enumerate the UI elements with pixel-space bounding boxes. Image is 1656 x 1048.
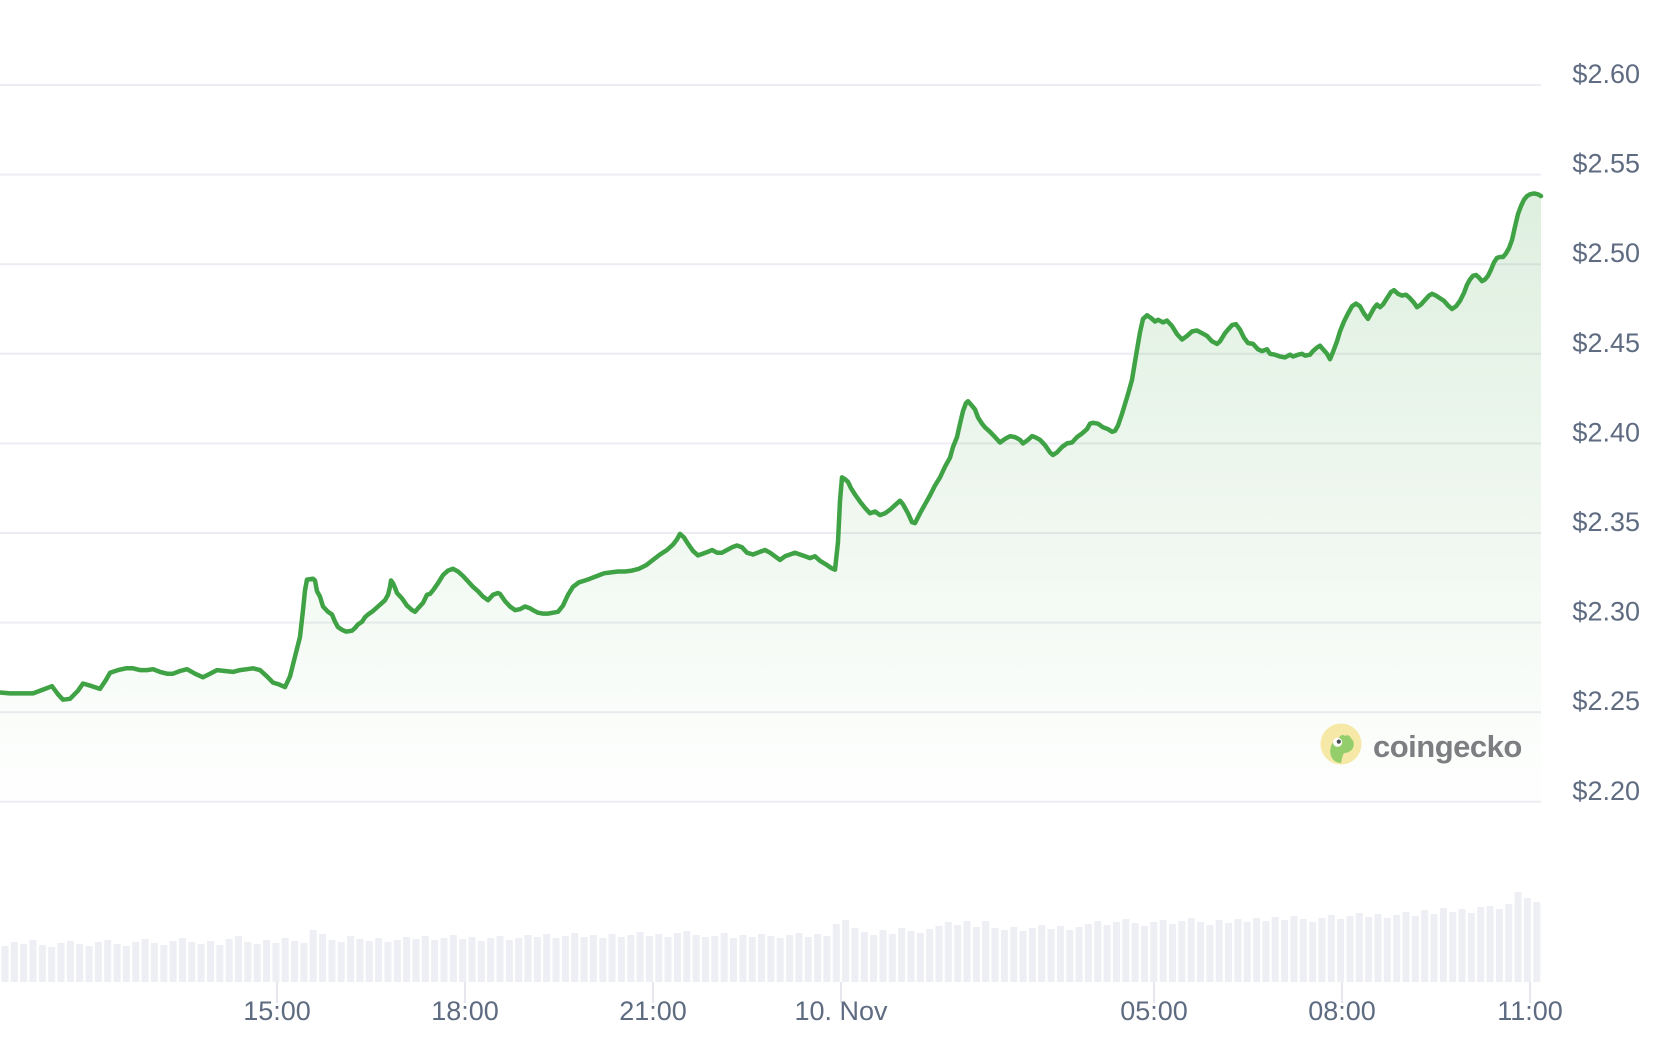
- y-axis-label-$2.30: $2.30: [1572, 597, 1640, 627]
- x-axis-label-18:00: 18:00: [431, 996, 499, 1026]
- x-axis-label-10. Nov: 10. Nov: [794, 996, 888, 1026]
- price-line: [0, 191, 1544, 702]
- y-axis-label-$2.20: $2.20: [1572, 776, 1640, 806]
- coingecko-watermark: coingecko: [1320, 723, 1522, 770]
- y-axis-label-$2.60: $2.60: [1572, 59, 1640, 89]
- x-axis-label-11:00: 11:00: [1497, 996, 1563, 1026]
- coingecko-logo-icon: [1320, 723, 1362, 770]
- x-axis-label-15:00: 15:00: [243, 996, 311, 1026]
- y-axis-label-$2.55: $2.55: [1572, 149, 1640, 179]
- price-area-fill: [0, 193, 1541, 980]
- y-axis-labels: $2.60 $2.55 $2.50 $2.45 $2.40 $2.35 $2.30 $2.25…: [1572, 59, 1640, 806]
- y-axis-label-$2.40: $2.40: [1572, 417, 1640, 447]
- y-axis-label-$2.35: $2.35: [1572, 507, 1640, 537]
- coingecko-watermark-text: coingecko: [1373, 728, 1522, 764]
- y-axis-label-$2.50: $2.50: [1572, 238, 1640, 268]
- x-axis-label-21:00: 21:00: [619, 996, 687, 1026]
- x-axis-ticks: [276, 982, 1531, 1003]
- x-axis-labels: 15:00 18:00 21:00 10. Nov 05:00 08:00 11:00: [243, 996, 1563, 1026]
- y-axis-label-$2.25: $2.25: [1572, 686, 1640, 716]
- x-axis-label-08:00: 08:00: [1308, 996, 1376, 1026]
- y-axis-label-$2.45: $2.45: [1572, 328, 1640, 358]
- x-axis-label-05:00: 05:00: [1120, 996, 1188, 1026]
- plot-hover-area[interactable]: [0, 45, 1541, 982]
